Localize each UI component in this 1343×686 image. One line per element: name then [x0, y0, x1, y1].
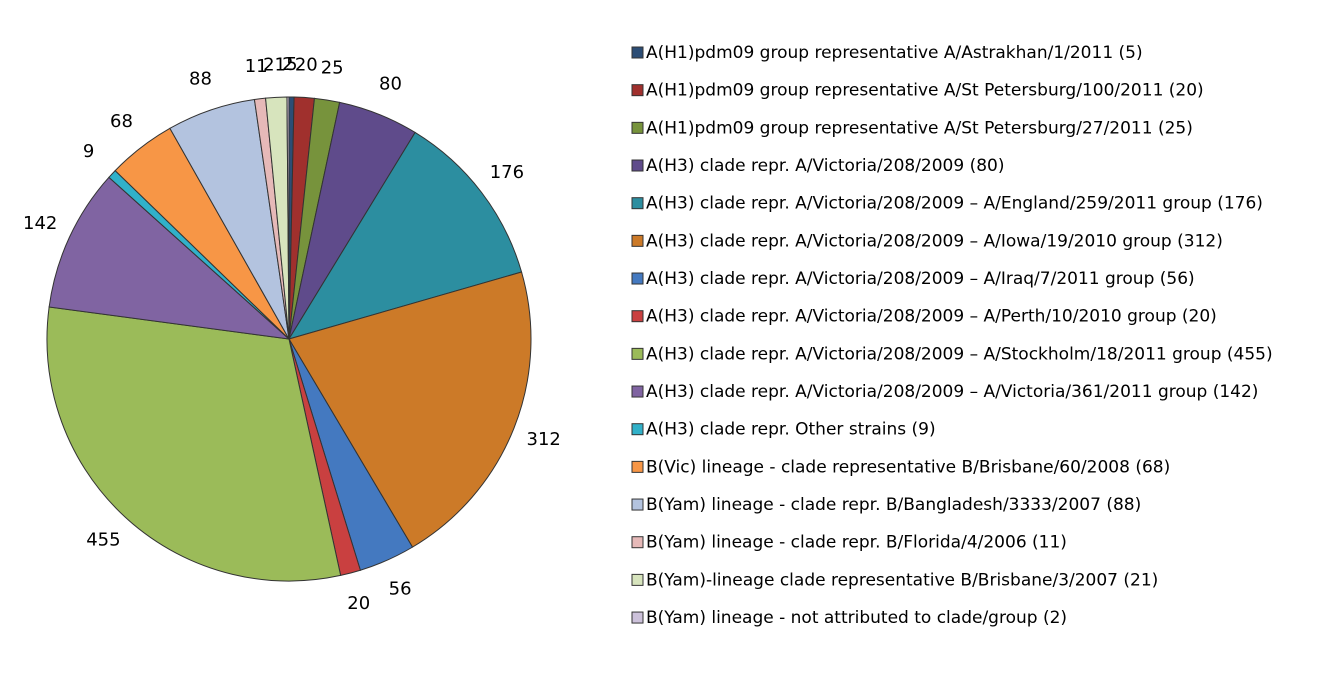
legend-label: A(H3) clade repr. A/Victoria/208/2009 – …: [646, 307, 1217, 327]
data-label: 5: [286, 54, 297, 75]
legend-label: A(H3) clade repr. A/Victoria/208/2009 – …: [646, 382, 1258, 402]
legend-label: A(H3) clade repr. Other strains (9): [646, 420, 936, 440]
legend-swatch: [631, 573, 644, 586]
data-label: 455: [86, 530, 120, 551]
legend-swatch: [631, 385, 644, 398]
legend-label: B(Yam) lineage - clade repr. B/Florida/4…: [646, 533, 1067, 553]
legend-label: B(Yam) lineage - not attributed to clade…: [646, 608, 1067, 628]
legend-label: B(Vic) lineage - clade representative B/…: [646, 457, 1170, 477]
legend-label: A(H3) clade repr. A/Victoria/208/2009 – …: [646, 269, 1195, 289]
pie-slice: [288, 271, 532, 548]
legend-swatch: [631, 84, 644, 97]
legend-label: A(H1)pdm09 group representative A/St Pet…: [646, 118, 1193, 138]
legend-swatch: [631, 234, 644, 247]
data-label: 312: [527, 429, 561, 450]
legend-swatch: [631, 347, 644, 360]
data-label: 68: [110, 111, 133, 132]
data-label: 20: [295, 55, 318, 76]
legend-label: B(Yam)-lineage clade representative B/Br…: [646, 570, 1158, 590]
legend-label: B(Yam) lineage - clade repr. B/Banglades…: [646, 495, 1141, 515]
data-label: 176: [490, 162, 524, 183]
legend-swatch: [631, 310, 644, 323]
data-label: 21: [263, 54, 286, 75]
legend-swatch: [631, 46, 644, 59]
pie-slice: [286, 96, 290, 340]
data-label: 88: [189, 69, 212, 90]
legend-swatch: [631, 423, 644, 436]
data-label: 20: [347, 593, 370, 614]
legend-label: A(H3) clade repr. A/Victoria/208/2009 – …: [646, 344, 1273, 364]
data-label: 9: [83, 141, 94, 162]
pie-slice: [46, 306, 342, 582]
legend-swatch: [631, 536, 644, 549]
data-label: 11: [245, 56, 268, 77]
legend-swatch: [631, 611, 644, 624]
legend-label: A(H3) clade repr. A/Victoria/208/2009 (8…: [646, 156, 1005, 176]
legend-label: A(H1)pdm09 group representative A/Astrak…: [646, 43, 1143, 63]
legend-label: A(H3) clade repr. A/Victoria/208/2009 – …: [646, 194, 1263, 214]
data-label: 56: [389, 578, 412, 599]
data-label: 142: [23, 213, 57, 234]
legend-swatch: [631, 460, 644, 473]
legend-swatch: [631, 197, 644, 210]
legend-swatch: [631, 272, 644, 285]
legend-label: A(H3) clade repr. A/Victoria/208/2009 – …: [646, 231, 1223, 251]
legend-swatch: [631, 159, 644, 172]
data-label: 80: [379, 73, 402, 94]
data-label: 2: [282, 54, 293, 75]
legend-label: A(H1)pdm09 group representative A/St Pet…: [646, 81, 1204, 101]
pie-slice: [287, 131, 523, 340]
data-label: 25: [321, 57, 344, 78]
legend-swatch: [631, 121, 644, 134]
legend-swatch: [631, 498, 644, 511]
pie-slice: [48, 176, 291, 340]
